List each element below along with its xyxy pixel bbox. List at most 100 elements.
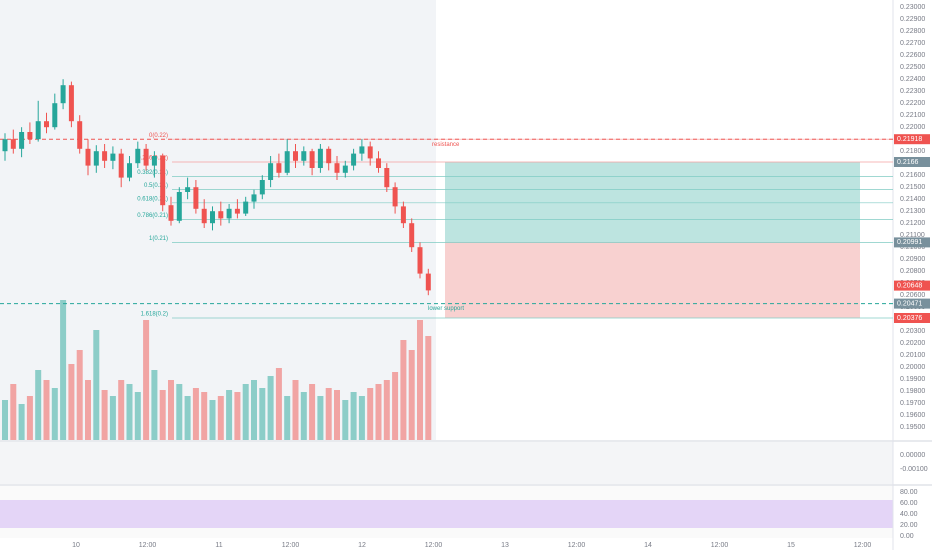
candle-body (342, 165, 348, 173)
time-label: 12:00 (854, 542, 872, 549)
volume-bar (251, 380, 257, 440)
candle-body (19, 132, 25, 149)
volume-bar (26, 396, 33, 440)
price-label: 0.20800 (900, 268, 925, 275)
price-label: 0.22100 (900, 112, 925, 119)
price-label: 0.22800 (900, 28, 925, 35)
candle-body (77, 121, 83, 149)
volume-bar (159, 390, 166, 440)
volume-bar (226, 390, 233, 440)
candle-body (251, 194, 257, 202)
volume-bar (325, 388, 332, 440)
volume-bar (383, 380, 390, 440)
volume-bar (126, 384, 133, 440)
macd-label: -0.00100 (900, 466, 928, 473)
volume-bar (375, 384, 382, 440)
candle-body (127, 163, 132, 178)
volume-bar (10, 384, 17, 440)
volume-bar (267, 376, 274, 440)
price-label: 0.19800 (900, 388, 925, 395)
volume-bar (425, 336, 432, 440)
candle-body (201, 208, 207, 224)
support-label: lower support (428, 306, 464, 312)
price-label: 0.22900 (900, 16, 925, 23)
price-tag (894, 237, 930, 248)
volume-bar (76, 350, 83, 440)
candle-body (417, 247, 423, 274)
price-label: 0.19500 (900, 424, 925, 431)
candle-body (317, 148, 323, 168)
candle-body (102, 151, 108, 161)
candle-body (384, 168, 390, 188)
volume-bar (184, 396, 191, 440)
volume-bar (309, 384, 316, 440)
price-label: 0.19700 (900, 400, 925, 407)
candle-body (60, 85, 66, 104)
candle-body (268, 163, 274, 180)
volume-bar (151, 370, 158, 440)
price-label: 0.21200 (900, 220, 925, 227)
time-label: 12 (358, 542, 366, 549)
candle-body (226, 208, 232, 219)
volume-bar (176, 384, 183, 440)
candle-body (376, 158, 381, 168)
fib-label: 1.618(0.2) (141, 312, 168, 318)
candle-body (10, 139, 16, 149)
volume-bar (350, 392, 357, 440)
price-label: 0.21300 (900, 208, 925, 215)
fib-label: 0.382(0.21) (137, 170, 168, 176)
candle-body (367, 146, 373, 159)
price-label: 0.20200 (900, 340, 925, 347)
candle-body (151, 156, 157, 166)
volume-bar (68, 364, 75, 440)
candle-body (359, 146, 365, 154)
volume-bar (209, 400, 216, 440)
volume-bar (392, 372, 399, 440)
price-tag (894, 298, 930, 309)
resistance-label: resistance (432, 142, 460, 148)
candle-body (176, 192, 182, 221)
fib-label: 1(0.21) (149, 236, 168, 242)
volume-bar (242, 384, 249, 440)
price-label: 0.22500 (900, 64, 925, 71)
candle-body (259, 180, 265, 195)
price-tag-label: 0.20376 (897, 315, 922, 322)
candle-body (425, 273, 431, 291)
macd-label: 0.00000 (900, 452, 925, 459)
price-tag-label: 0.20471 (897, 300, 922, 307)
volume-bar (43, 380, 50, 440)
price-label: 0.22300 (900, 88, 925, 95)
time-label: 15 (787, 542, 795, 549)
fib-label: 0.786(0.21) (137, 213, 168, 219)
rsi-label: 0.00 (900, 533, 914, 540)
volume-bar (275, 368, 282, 440)
price-label: 0.19600 (900, 412, 925, 419)
candle-body (193, 187, 199, 209)
candle-body (35, 121, 41, 140)
fib-label: 0(0.22) (149, 133, 168, 139)
volume-bar (143, 320, 150, 440)
volume-bar (93, 330, 100, 440)
candle-body (284, 151, 290, 173)
candle-body (52, 103, 58, 128)
rsi-label: 40.00 (900, 511, 918, 518)
candle-body (168, 205, 174, 221)
time-label: 12:00 (139, 542, 157, 549)
volume-bar (51, 388, 58, 440)
price-label: 0.20600 (900, 292, 925, 299)
volume-bar (18, 404, 25, 440)
volume-bar (217, 396, 224, 440)
volume-bar (134, 392, 141, 440)
price-label: 0.23000 (900, 4, 925, 11)
volume-bar (234, 392, 241, 440)
price-tag (894, 134, 930, 145)
price-label: 0.20900 (900, 256, 925, 263)
volume-bar (118, 380, 125, 440)
volume-bar (317, 396, 324, 440)
volume-bar (192, 388, 199, 440)
candle-body (85, 148, 91, 166)
candle-body (110, 153, 116, 161)
price-label: 0.19900 (900, 376, 925, 383)
candle-body (27, 132, 33, 140)
macd-pane (0, 442, 893, 484)
